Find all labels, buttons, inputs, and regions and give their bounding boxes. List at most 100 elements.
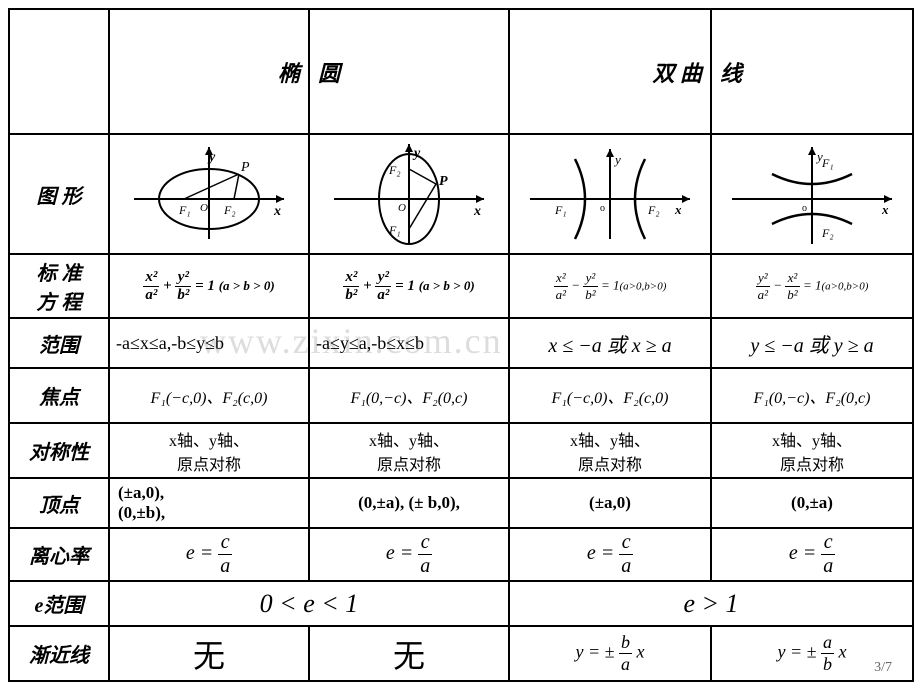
rh-text: 对称性: [29, 442, 89, 464]
svg-text:o: o: [600, 203, 605, 214]
svg-text:O: O: [200, 202, 208, 214]
hyper-h-svg: y x F₁ F₂ o: [520, 139, 700, 249]
sym-2: x轴、y轴、 原点对称: [309, 423, 509, 478]
focus-4: F₁(0,−c)、F₂(0,c): [711, 368, 913, 423]
cell-text: y ≤ −a 或 y ≥ a: [750, 335, 873, 357]
rh-shape: 图 形: [9, 134, 109, 254]
svg-text:x: x: [674, 202, 682, 217]
corner-cell: [9, 9, 109, 134]
erange-row: e范围 0 < e < 1 e > 1: [9, 581, 913, 626]
equation-row: 标 准 方 程 x²a² + y²b² = 1 (a > b > 0) x²b²…: [9, 254, 913, 318]
shape-ellipse-v: y x P F₂ F₁ O: [309, 134, 509, 254]
eq-2: x²b² + y²a² = 1 (a > b > 0): [309, 254, 509, 318]
vertex-4: (0,±a): [711, 478, 913, 528]
cell-text: (±a,0): [589, 493, 631, 512]
page-number: 3/7: [874, 660, 892, 676]
eq-1: x²a² + y²b² = 1 (a > b > 0): [109, 254, 309, 318]
svg-text:F₁: F₁: [554, 203, 567, 217]
asym-3: y = ± ba x: [509, 626, 711, 681]
cell-text: x轴、y轴、 原点对称: [369, 433, 449, 474]
rh-asym: 渐近线: [9, 626, 109, 681]
cell-text: F₁(0,−c)、F₂(0,c): [351, 390, 468, 407]
svg-text:P: P: [439, 174, 448, 189]
sym-1: x轴、y轴、 原点对称: [109, 423, 309, 478]
svg-text:P: P: [240, 160, 250, 175]
ecc-row: 离心率 e = ca e = ca e = ca e = ca: [9, 528, 913, 581]
cell-text: x轴、y轴、 原点对称: [772, 433, 852, 474]
rh-focus: 焦点: [9, 368, 109, 423]
ecc-1: e = ca: [109, 528, 309, 581]
hdr-hyper1: 双 曲: [509, 9, 711, 134]
shape-row: 图 形 y x P F₁ F₂ O y x P F₂ F₁ O y x F₁ F…: [9, 134, 913, 254]
cell-text: e > 1: [683, 589, 738, 618]
rh-erange: e范围: [9, 581, 109, 626]
range-1: -a≤x≤a,-b≤y≤b: [109, 318, 309, 368]
hdr-ellipse2: 圆: [309, 9, 509, 134]
hdr-text: 椭: [278, 61, 300, 86]
cell-text: x ≤ −a 或 x ≥ a: [548, 335, 671, 357]
eq-3: x²a² − y²b² = 1(a>0,b>0): [509, 254, 711, 318]
focus-row: 焦点 F₁(−c,0)、F₂(c,0) F₁(0,−c)、F₂(0,c) F₁(…: [9, 368, 913, 423]
cell-text: x轴、y轴、 原点对称: [570, 433, 650, 474]
page-text: 3/7: [874, 660, 892, 675]
svg-text:F₂: F₂: [821, 226, 834, 240]
hdr-text: 双 曲: [652, 61, 702, 86]
hdr-text: 圆: [318, 61, 340, 86]
hdr-hyper2: 线: [711, 9, 913, 134]
svg-text:O: O: [398, 202, 406, 214]
eq-4: y²a² − x²b² = 1(a>0,b>0): [711, 254, 913, 318]
svg-text:F₁: F₁: [821, 156, 834, 170]
ecc-2: e = ca: [309, 528, 509, 581]
cell-text: 0 < e < 1: [260, 589, 359, 618]
svg-text:o: o: [802, 203, 807, 214]
rh-vertex: 顶点: [9, 478, 109, 528]
cell-text: -a≤x≤a,-b≤y≤b: [116, 333, 224, 353]
hdr-text: 线: [720, 61, 742, 86]
erange-34: e > 1: [509, 581, 913, 626]
sym-row: 对称性 x轴、y轴、 原点对称 x轴、y轴、 原点对称 x轴、y轴、 原点对称 …: [9, 423, 913, 478]
sym-4: x轴、y轴、 原点对称: [711, 423, 913, 478]
rh-ecc: 离心率: [9, 528, 109, 581]
cell-text: x轴、y轴、 原点对称: [169, 433, 249, 474]
erange-12: 0 < e < 1: [109, 581, 509, 626]
ecc-4: e = ca: [711, 528, 913, 581]
focus-3: F₁(−c,0)、F₂(c,0): [509, 368, 711, 423]
vertex-2: (0,±a), (± b,0),: [309, 478, 509, 528]
sym-3: x轴、y轴、 原点对称: [509, 423, 711, 478]
ellipse-v-svg: y x P F₂ F₁ O: [324, 139, 494, 249]
svg-text:x: x: [273, 204, 281, 219]
rh-text: 范围: [39, 335, 79, 357]
vertex-row: 顶点 (±a,0), (0,±b), (0,±a), (± b,0), (±a,…: [9, 478, 913, 528]
cell-text: (±a,0), (0,±b),: [118, 483, 165, 522]
cell-text: F₁(0,−c)、F₂(0,c): [754, 390, 871, 407]
cell-text: -a≤y≤a,-b≤x≤b: [316, 333, 424, 353]
ecc-3: e = ca: [509, 528, 711, 581]
cell-text: 无: [393, 638, 425, 674]
svg-text:F₂: F₂: [388, 163, 401, 177]
rh-text: 顶点: [39, 495, 79, 517]
svg-text:F₂: F₂: [223, 203, 236, 217]
svg-text:F₂: F₂: [647, 203, 660, 217]
svg-text:F₁: F₁: [178, 203, 191, 217]
range-3: x ≤ −a 或 x ≥ a: [509, 318, 711, 368]
header-row: 椭 圆 双 曲 线: [9, 9, 913, 134]
svg-text:x: x: [881, 202, 889, 217]
svg-text:F₁: F₁: [388, 223, 401, 237]
rh-text: 渐近线: [29, 645, 89, 667]
shape-hyper-h: y x F₁ F₂ o: [509, 134, 711, 254]
cell-text: (0,±a), (± b,0),: [358, 493, 460, 512]
rh-text: e范围: [35, 595, 84, 617]
cell-text: F₁(−c,0)、F₂(c,0): [151, 390, 268, 407]
shape-hyper-v: y x F₁ F₂ o: [711, 134, 913, 254]
shape-ellipse-h: y x P F₁ F₂ O: [109, 134, 309, 254]
vertex-3: (±a,0): [509, 478, 711, 528]
asym-2: 无: [309, 626, 509, 681]
rh-text: 标 准 方 程: [37, 263, 82, 314]
asym-row: 渐近线 无 无 y = ± ba x y = ± ab x: [9, 626, 913, 681]
rh-text: 离心率: [29, 546, 89, 568]
conic-table: 椭 圆 双 曲 线 图 形 y x P F₁ F₂ O y x P F₂ F₁ …: [8, 8, 914, 682]
svg-text:y: y: [207, 150, 216, 165]
svg-text:x: x: [473, 204, 481, 219]
rh-text: 图 形: [37, 186, 82, 208]
range-2: -a≤y≤a,-b≤x≤b: [309, 318, 509, 368]
